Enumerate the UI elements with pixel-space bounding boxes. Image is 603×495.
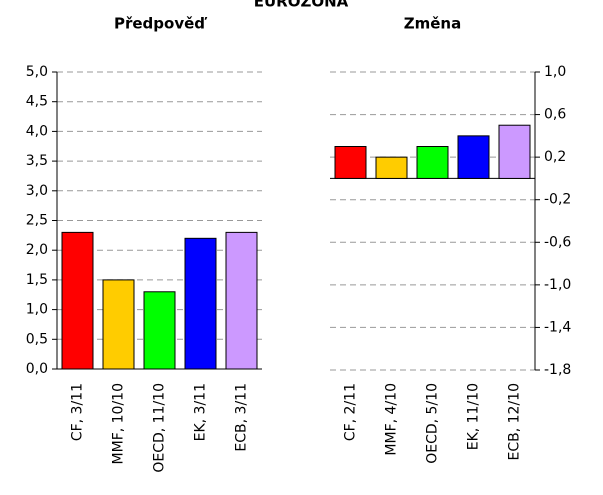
x-tick-label: MMF, 4/10 [384, 383, 400, 456]
y-tick-label: 3,5 [26, 153, 48, 169]
y-tick-label: -1,4 [544, 319, 571, 335]
x-tick-label: ECB, 12/10 [507, 383, 523, 460]
x-tick-label: MMF, 10/10 [111, 383, 127, 464]
y-tick-label: 2,5 [26, 213, 48, 229]
x-tick-label: EK, 11/10 [466, 383, 482, 450]
x-tick-label: OECD, 5/10 [425, 383, 441, 464]
y-tick-label: 1,0 [544, 64, 566, 80]
y-tick-label: 0,5 [26, 331, 48, 347]
y-tick-label: 3,0 [26, 183, 48, 199]
y-tick-label: -1,0 [544, 277, 571, 293]
x-tick-label: OECD, 11/10 [152, 383, 168, 473]
bar [334, 146, 367, 179]
y-tick-label: 0,0 [26, 361, 48, 377]
y-tick-label: -1,8 [544, 362, 571, 378]
y-tick-label: 1,5 [26, 272, 48, 288]
chart-title: Změna [404, 15, 461, 33]
bar [375, 156, 408, 179]
y-tick-label: 0,6 [544, 107, 566, 123]
y-tick-label: 4,0 [26, 123, 48, 139]
bar [225, 231, 258, 370]
bar [498, 124, 531, 179]
x-tick-label: EK, 3/11 [193, 383, 209, 441]
bar [184, 237, 217, 370]
bar [416, 146, 449, 179]
chart-title: Předpověď [114, 15, 208, 33]
y-tick-label: -0,6 [544, 234, 571, 250]
y-tick-label: 5,0 [26, 64, 48, 80]
y-tick-label: 1,0 [26, 302, 48, 318]
bar [61, 231, 94, 370]
bar [102, 279, 135, 370]
y-tick-label: -0,2 [544, 192, 571, 208]
y-tick-label: 0,2 [544, 149, 566, 165]
bar [457, 135, 490, 179]
y-tick-label: 4,5 [26, 94, 48, 110]
y-tick-label: 2,0 [26, 242, 48, 258]
x-tick-label: CF, 2/11 [343, 383, 359, 441]
bar [143, 291, 176, 370]
x-tick-label: ECB, 3/11 [234, 383, 250, 452]
x-tick-label: CF, 3/11 [70, 383, 86, 441]
page-title: EUROZÓNA [254, 0, 349, 11]
